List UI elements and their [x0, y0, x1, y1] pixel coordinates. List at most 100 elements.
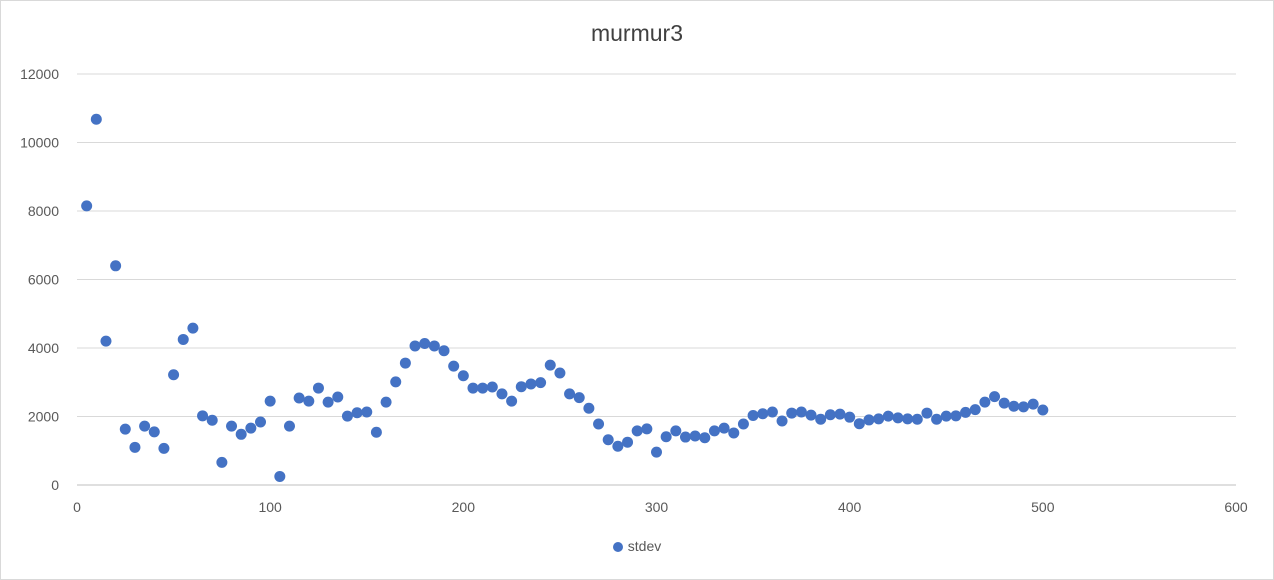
data-point [573, 392, 585, 404]
data-point [341, 410, 353, 422]
legend-marker-icon [612, 542, 623, 552]
data-point [332, 391, 344, 403]
data-point [399, 357, 411, 369]
y-tick-label: 8000 [28, 203, 59, 219]
data-point [940, 410, 952, 422]
x-tick-label: 200 [452, 499, 476, 515]
data-point [902, 413, 914, 425]
data-point [428, 340, 440, 352]
data-point [119, 423, 131, 435]
data-point [873, 413, 885, 425]
data-point [496, 388, 508, 400]
data-point [1027, 398, 1039, 410]
data-point [766, 406, 778, 418]
data-point [158, 442, 170, 454]
data-point [737, 418, 749, 430]
data-point [370, 426, 382, 438]
data-point [448, 360, 460, 372]
x-tick-label: 300 [645, 499, 669, 515]
data-point [100, 335, 112, 347]
data-point [679, 431, 691, 443]
data-point [197, 410, 209, 422]
data-point [361, 406, 373, 418]
data-point [206, 414, 218, 426]
data-point [1037, 404, 1049, 416]
data-point [235, 428, 247, 440]
data-point [622, 436, 634, 448]
y-tick-label: 0 [51, 477, 59, 493]
data-point [486, 381, 498, 393]
data-point [419, 338, 431, 350]
data-point [168, 369, 180, 381]
data-point [409, 340, 421, 352]
gridlines [77, 73, 1236, 486]
data-point [960, 406, 972, 418]
data-point [834, 408, 846, 420]
data-point [853, 418, 865, 430]
data-point [554, 367, 566, 379]
data-point [583, 402, 595, 414]
data-point [641, 423, 653, 435]
data-point [564, 388, 576, 400]
y-tick-label: 10000 [20, 135, 59, 151]
data-point [322, 396, 334, 408]
y-tick-label: 12000 [20, 66, 59, 82]
data-point [129, 441, 141, 453]
data-point [1018, 401, 1030, 413]
data-point [670, 425, 682, 437]
data-point [312, 382, 324, 394]
data-point [699, 432, 711, 444]
data-point [544, 359, 556, 371]
x-tick-label: 100 [258, 499, 282, 515]
data-point [979, 396, 991, 408]
data-point [148, 426, 160, 438]
data-point [90, 113, 102, 125]
data-point [255, 416, 267, 428]
y-axis-tick-labels: 0 2000 4000 6000 8000 10000 12000 [20, 66, 59, 493]
x-tick-label: 600 [1224, 499, 1248, 515]
data-point [660, 431, 672, 443]
data-point [245, 422, 257, 434]
data-point [950, 410, 962, 422]
y-tick-label: 6000 [28, 272, 59, 288]
data-point [776, 415, 788, 427]
data-point [921, 407, 933, 419]
data-point [718, 422, 730, 434]
data-point [525, 378, 537, 390]
data-point [651, 446, 662, 458]
data-point [390, 376, 402, 388]
data-point [81, 200, 93, 212]
data-point [844, 411, 856, 423]
data-point [824, 409, 836, 421]
data-point [689, 430, 701, 442]
data-point [380, 396, 392, 408]
x-tick-label: 500 [1031, 499, 1055, 515]
data-point [438, 345, 450, 357]
data-point [805, 409, 817, 421]
data-point [216, 456, 228, 468]
data-point [631, 425, 643, 437]
data-point [351, 407, 363, 419]
data-point [477, 382, 489, 394]
data-point [506, 395, 518, 407]
data-point [467, 382, 479, 394]
data-point [457, 370, 469, 382]
data-point [892, 412, 904, 424]
data-point [708, 425, 720, 437]
data-point [274, 470, 286, 482]
data-point [969, 404, 981, 416]
data-point [535, 377, 547, 389]
data-point [757, 408, 769, 420]
data-point [815, 413, 827, 425]
data-point [226, 420, 238, 432]
data-point [863, 414, 875, 426]
x-tick-label: 0 [73, 499, 81, 515]
y-tick-label: 4000 [28, 340, 59, 356]
data-point [139, 420, 151, 432]
data-point [612, 440, 624, 452]
data-point [1008, 400, 1020, 412]
data-point [264, 395, 276, 407]
data-point [786, 407, 798, 419]
